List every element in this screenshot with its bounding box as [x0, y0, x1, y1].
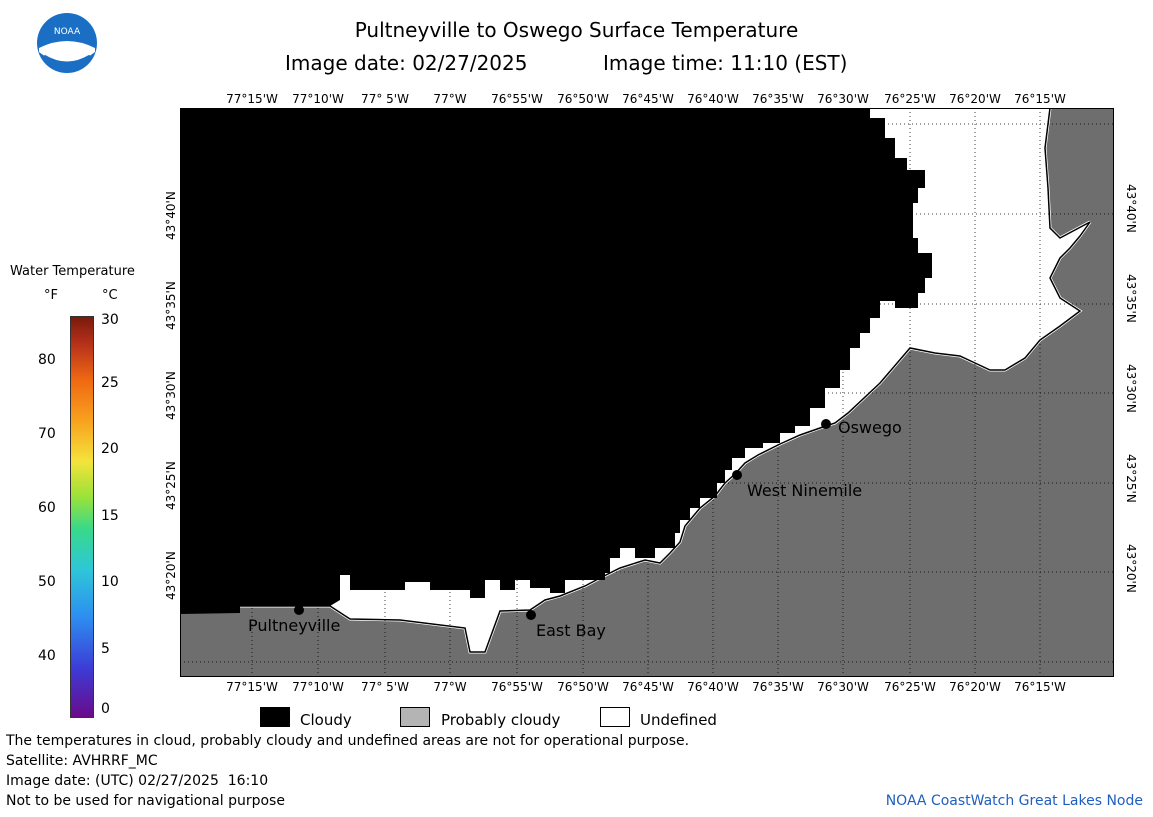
unit-c: °C [102, 288, 118, 303]
lon-label-bottom: 76°40'W [687, 680, 739, 694]
image-date: Image date: 02/27/2025 [285, 51, 528, 75]
probably-cloudy-swatch [400, 707, 430, 727]
east-bay-marker [526, 610, 536, 620]
c-tick: 20 [101, 441, 119, 457]
oswego-marker [821, 419, 831, 429]
lon-label-bottom: 76°45'W [622, 680, 674, 694]
undefined-label: Undefined [640, 711, 717, 729]
lon-label-top: 77°15'W [226, 92, 278, 106]
lon-label-top: 76°25'W [884, 92, 936, 106]
lon-label-top: 77° 5'W [361, 92, 409, 106]
land-area [180, 108, 1114, 677]
utc-date-text: Image date: (UTC) 02/27/2025 16:10 [6, 773, 269, 789]
disclaimer-text: The temperatures in cloud, probably clou… [6, 733, 690, 749]
lon-label-top: 77°W [433, 92, 467, 106]
credit-text: NOAA CoastWatch Great Lakes Node [885, 793, 1143, 809]
lat-label-left: 43°40'N [164, 191, 178, 240]
lat-label-left: 43°20'N [164, 551, 178, 600]
svg-text:NOAA: NOAA [54, 27, 81, 37]
graticule [180, 108, 1114, 677]
west-ninemile-marker [732, 470, 742, 480]
f-tick: 50 [38, 574, 56, 590]
lon-label-top: 76°30'W [817, 92, 869, 106]
c-tick: 15 [101, 508, 119, 524]
c-tick: 5 [101, 641, 110, 657]
pultneyville-marker [294, 605, 304, 615]
lat-label-right: 43°20'N [1124, 544, 1138, 593]
lon-label-bottom: 77° 5'W [361, 680, 409, 694]
lon-label-bottom: 76°15'W [1014, 680, 1066, 694]
lat-label-right: 43°40'N [1124, 184, 1138, 233]
place-label-pultneyville: Pultneyville [248, 616, 341, 635]
cloud-area [180, 108, 932, 614]
page-title: Pultneyville to Oswego Surface Temperatu… [354, 18, 799, 42]
cloudy-label: Cloudy [300, 711, 352, 729]
color-ramp [70, 316, 94, 718]
c-tick: 0 [101, 701, 110, 717]
lat-label-right: 43°30'N [1124, 364, 1138, 413]
lon-label-top: 76°45'W [622, 92, 674, 106]
place-label-east-bay: East Bay [536, 621, 606, 640]
noaa-logo-icon: NOAA [37, 13, 97, 73]
lon-label-bottom: 76°25'W [884, 680, 936, 694]
f-tick: 70 [38, 426, 56, 442]
lon-label-bottom: 76°55'W [491, 680, 543, 694]
lon-label-bottom: 76°30'W [817, 680, 869, 694]
lon-label-bottom: 77°W [433, 680, 467, 694]
c-tick: 10 [101, 574, 119, 590]
lon-label-top: 76°15'W [1014, 92, 1066, 106]
lat-label-left: 43°35'N [164, 281, 178, 330]
lon-label-top: 76°20'W [949, 92, 1001, 106]
satellite-text: Satellite: AVHRRF_MC [6, 753, 158, 769]
lon-label-top: 76°55'W [491, 92, 543, 106]
lon-label-bottom: 76°35'W [752, 680, 804, 694]
c-tick: 25 [101, 375, 119, 391]
f-tick: 60 [38, 500, 56, 516]
cloudy-swatch [260, 707, 290, 727]
legend-title: Water Temperature [10, 264, 135, 279]
place-label-west-ninemile: West Ninemile [747, 481, 863, 500]
lon-label-bottom: 77°10'W [292, 680, 344, 694]
lat-label-right: 43°25'N [1124, 454, 1138, 503]
unit-f: °F [44, 288, 58, 303]
nav-warning-text: Not to be used for navigational purpose [6, 793, 285, 809]
lon-label-bottom: 76°50'W [557, 680, 609, 694]
f-tick: 40 [38, 648, 56, 664]
undefined-swatch [600, 707, 630, 727]
lon-label-top: 77°10'W [292, 92, 344, 106]
lat-label-left: 43°30'N [164, 371, 178, 420]
lon-label-top: 76°50'W [557, 92, 609, 106]
probably-cloudy-label: Probably cloudy [441, 711, 561, 729]
f-tick: 80 [38, 352, 56, 368]
lat-label-right: 43°35'N [1124, 274, 1138, 323]
lat-label-left: 43°25'N [164, 461, 178, 510]
c-tick: 30 [101, 312, 119, 328]
surface-temperature-map [180, 108, 1114, 677]
image-time: Image time: 11:10 (EST) [603, 51, 848, 75]
lon-label-top: 76°35'W [752, 92, 804, 106]
lon-label-bottom: 76°20'W [949, 680, 1001, 694]
lon-label-top: 76°40'W [687, 92, 739, 106]
place-label-oswego: Oswego [838, 418, 902, 437]
lon-label-bottom: 77°15'W [226, 680, 278, 694]
